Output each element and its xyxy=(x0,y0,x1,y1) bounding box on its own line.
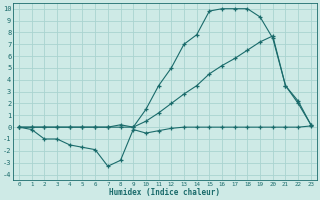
X-axis label: Humidex (Indice chaleur): Humidex (Indice chaleur) xyxy=(109,188,220,197)
